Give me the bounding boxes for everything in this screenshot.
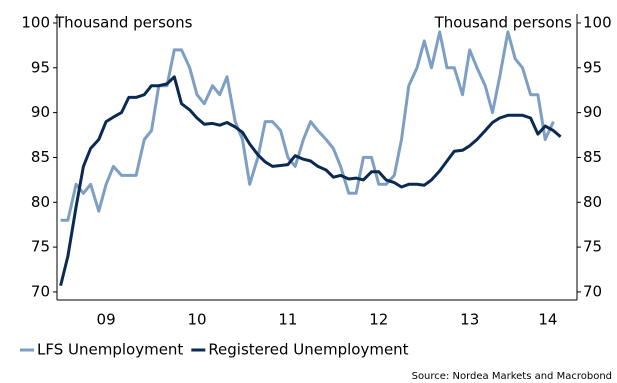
y2-tick-label: 80 (583, 193, 602, 211)
y-axis-label-right: Thousand persons (434, 14, 573, 32)
y-tick-label: 90 (31, 103, 50, 121)
x-tick-label: 10 (187, 311, 206, 329)
x-tick-label: 12 (369, 311, 388, 329)
y-tick-label: 75 (31, 238, 50, 256)
legend-label: LFS Unemployment (37, 341, 183, 359)
y2-tick-label: 90 (583, 103, 602, 121)
y2-tick-label: 75 (583, 238, 602, 256)
x-tick-label: 14 (538, 311, 557, 329)
y-tick-label: 95 (31, 58, 50, 76)
y-axis-label-left: Thousand persons (54, 14, 193, 32)
y2-tick-label: 85 (583, 148, 602, 166)
y2-tick-label: 100 (583, 13, 612, 31)
x-tick-label: 13 (460, 311, 479, 329)
y-tick-label: 70 (31, 282, 50, 300)
line-series (60, 30, 555, 222)
x-tick-label: 11 (278, 311, 297, 329)
x-tick-label: 09 (97, 311, 116, 329)
y2-tick-label: 70 (583, 282, 602, 300)
line-series (59, 75, 562, 287)
y-tick-label: 80 (31, 193, 50, 211)
legend-label: Registered Unemployment (208, 341, 408, 359)
source: Source: Nordea Markets and Macrobond (412, 371, 612, 382)
y-tick-label: 100 (21, 13, 50, 31)
y2-tick-label: 95 (583, 58, 602, 76)
y-tick-label: 85 (31, 148, 50, 166)
